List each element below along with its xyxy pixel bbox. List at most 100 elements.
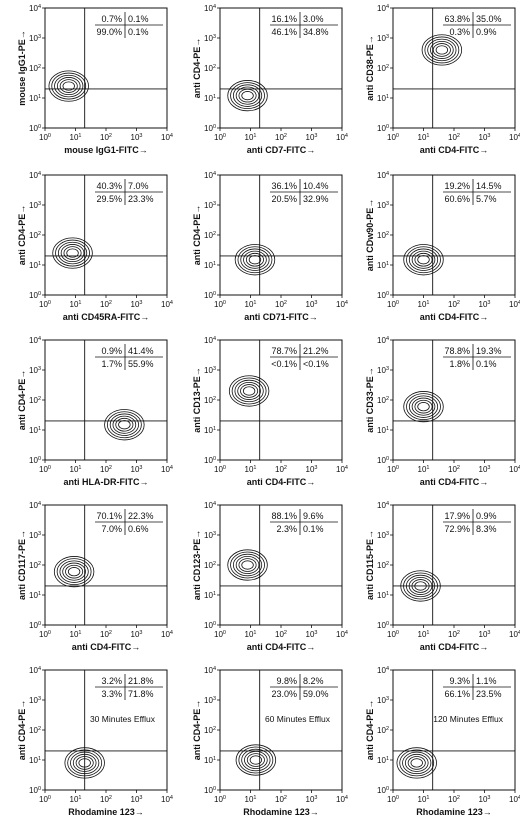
tick-exponent: 2	[284, 795, 287, 801]
contour-cluster	[228, 375, 270, 407]
x-tick-label: 101	[418, 133, 430, 142]
tick-base: 10	[387, 630, 396, 639]
tick-exponent: 3	[213, 531, 216, 537]
tick-base: 10	[245, 465, 254, 474]
tick-exponent: 1	[78, 630, 81, 636]
y-tick-label: 103	[29, 531, 41, 540]
y-tick-label: 103	[377, 201, 389, 210]
x-tick-label: 104	[336, 133, 348, 142]
tick-exponent: 2	[386, 561, 389, 567]
tick-base: 10	[204, 64, 213, 73]
tick-exponent: 1	[38, 756, 41, 762]
y-tick-label: 103	[29, 696, 41, 705]
x-tick-label: 102	[275, 630, 287, 639]
tick-exponent: 2	[457, 300, 460, 306]
quadrant-upper-right: 8.2%	[303, 676, 324, 686]
tick-exponent: 1	[78, 133, 81, 139]
tick-base: 10	[204, 34, 213, 43]
plot-frame	[219, 504, 343, 626]
quadrant-stats: 78.7% 21.2% <0.1% <0.1%	[270, 344, 338, 370]
y-tick-label: 103	[204, 201, 216, 210]
tick-base: 10	[377, 124, 386, 133]
tick-base: 10	[509, 465, 518, 474]
tick-exponent: 4	[170, 300, 173, 306]
tick-base: 10	[377, 531, 386, 540]
tick-base: 10	[204, 786, 213, 795]
quadrant-upper-left: 70.1%	[96, 511, 122, 521]
tick-base: 10	[377, 231, 386, 240]
x-axis-label: anti CD4-FITC→	[420, 642, 489, 652]
x-axis-label: anti HLA-DR-FITC→	[64, 477, 149, 487]
tick-base: 10	[377, 201, 386, 210]
tick-base: 10	[204, 531, 213, 540]
tick-base: 10	[29, 201, 38, 210]
quadrant-upper-right: 7.0%	[128, 181, 149, 191]
quadrant-upper-left: 19.2%	[444, 181, 470, 191]
tick-exponent: 0	[396, 133, 399, 139]
contour-line	[411, 397, 436, 416]
tick-base: 10	[418, 630, 427, 639]
contour-line	[48, 70, 89, 102]
contour-line	[406, 246, 441, 274]
tick-base: 10	[204, 201, 213, 210]
quadrant-lower-right: 34.8%	[303, 27, 329, 37]
plot-frame	[44, 7, 168, 129]
x-tick-label: 104	[336, 465, 348, 474]
y-tick-label: 104	[204, 4, 216, 13]
contour-line	[249, 755, 263, 765]
tick-exponent: 0	[213, 291, 216, 297]
contour-line	[248, 255, 262, 265]
tick-base: 10	[214, 300, 223, 309]
tick-base: 10	[377, 591, 386, 600]
quadrant-lower-left: 3.3%	[101, 689, 122, 699]
tick-exponent: 0	[48, 465, 51, 471]
tick-base: 10	[245, 630, 254, 639]
y-tick-label: 104	[29, 171, 41, 180]
tick-base: 10	[204, 366, 213, 375]
contour-line	[59, 560, 89, 583]
y-tick-label: 102	[377, 561, 389, 570]
tick-exponent: 2	[109, 133, 112, 139]
tick-base: 10	[448, 795, 457, 804]
tick-base: 10	[448, 133, 457, 142]
tick-exponent: 3	[487, 133, 490, 139]
tick-exponent: 3	[386, 696, 389, 702]
contour-line	[235, 744, 277, 776]
tick-base: 10	[275, 133, 284, 142]
y-tick-label: 101	[377, 261, 389, 270]
tick-base: 10	[131, 630, 140, 639]
contour-line	[399, 749, 435, 777]
contour-line	[118, 420, 131, 430]
tick-base: 10	[418, 795, 427, 804]
tick-base: 10	[377, 336, 386, 345]
plot-frame	[44, 339, 168, 461]
plot-frame	[219, 669, 343, 791]
quadrant-upper-right: 9.6%	[303, 511, 324, 521]
x-tick-label: 102	[448, 300, 460, 309]
x-tick-label: 102	[448, 465, 460, 474]
y-tick-label: 102	[377, 396, 389, 405]
tick-exponent: 4	[386, 4, 389, 10]
y-tick-label: 102	[29, 231, 41, 240]
quadrant-upper-left: 40.3%	[96, 181, 122, 191]
x-axis-label: Rhodamine 123→	[416, 807, 492, 817]
tick-exponent: 4	[345, 300, 348, 306]
contour-line	[406, 393, 441, 421]
quadrant-lower-right: 71.8%	[128, 689, 154, 699]
tick-base: 10	[29, 94, 38, 103]
tick-exponent: 0	[396, 795, 399, 801]
y-axis-label: anti CD13-PE→	[192, 367, 202, 433]
contour-line	[67, 567, 81, 577]
tick-exponent: 0	[48, 630, 51, 636]
y-tick-label: 100	[204, 621, 216, 630]
tick-base: 10	[204, 336, 213, 345]
tick-base: 10	[29, 621, 38, 630]
tick-base: 10	[275, 300, 284, 309]
y-tick-label: 102	[377, 726, 389, 735]
y-axis-label: anti CD4-PE→	[17, 370, 27, 431]
tick-exponent: 4	[518, 465, 520, 471]
contour-line	[424, 36, 460, 64]
tick-base: 10	[29, 696, 38, 705]
tick-base: 10	[204, 666, 213, 675]
